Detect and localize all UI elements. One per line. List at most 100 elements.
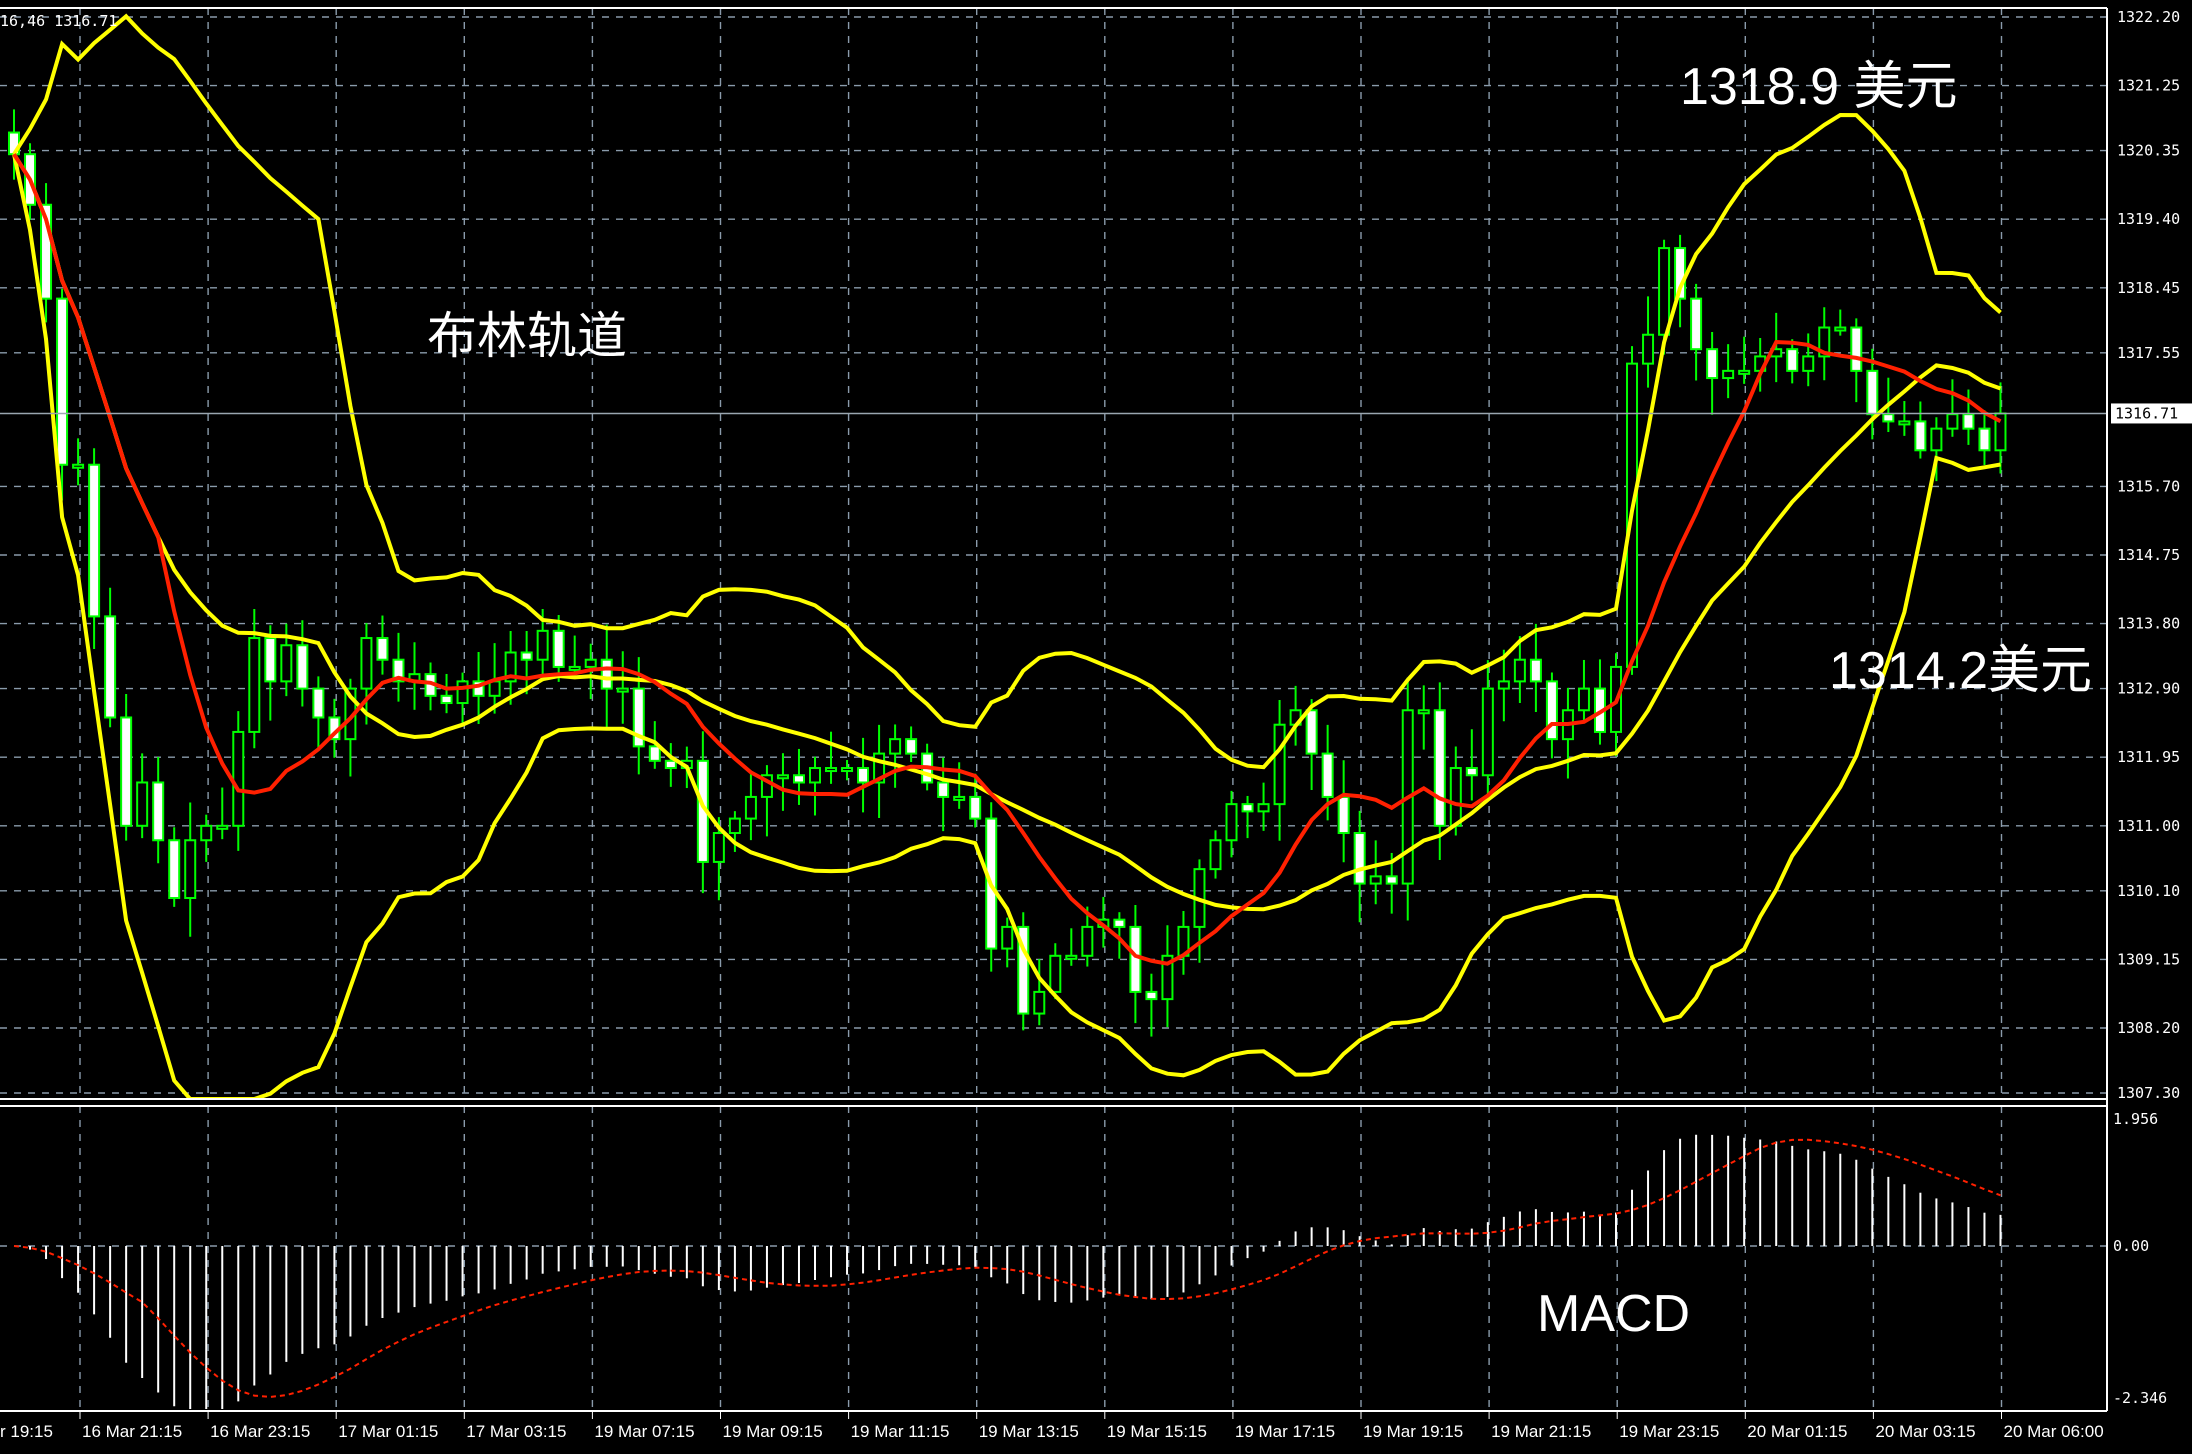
bear-candle — [1545, 672, 1558, 759]
macd-tick-label: 1.956 — [2113, 1110, 2158, 1128]
bear-candle — [664, 743, 677, 787]
candle-body — [841, 767, 854, 773]
candle-body — [728, 817, 741, 835]
candle-body — [120, 716, 133, 827]
price-tick-label: 1310.10 — [2117, 882, 2180, 900]
time-tick-label: 19 Mar 13:15 — [979, 1422, 1079, 1441]
bull-candle — [1802, 333, 1815, 387]
bull-candle — [1225, 790, 1238, 858]
candle-body — [1113, 918, 1126, 928]
time-tick-label: 19 Mar 19:15 — [1363, 1422, 1463, 1441]
candle-body — [1866, 369, 1879, 416]
candle-body — [1033, 990, 1046, 1015]
candle-body — [969, 795, 982, 820]
price-tick-label: 1317.55 — [2117, 344, 2180, 362]
bull-candle — [776, 753, 789, 811]
time-tick-label: 19 Mar 15:15 — [1107, 1422, 1207, 1441]
candle-body — [1513, 658, 1526, 683]
bull-candle — [889, 724, 902, 788]
time-tick-label: 17 Mar 01:15 — [338, 1422, 438, 1441]
bear-candle — [1978, 410, 1991, 466]
candle-body — [1481, 687, 1494, 777]
bull-candle — [568, 635, 581, 679]
time-tick-label: r 19:15 — [0, 1422, 53, 1441]
candle-body — [1497, 680, 1510, 690]
candle-body — [552, 629, 565, 668]
candle-body — [152, 781, 165, 842]
bull-candle — [1049, 943, 1062, 1000]
candle-body — [1850, 326, 1863, 372]
price-tick-label: 1315.70 — [2117, 477, 2180, 495]
bull-candle — [1738, 336, 1751, 384]
bull-candle — [1273, 699, 1286, 841]
price-tick-label: 1308.20 — [2117, 1019, 2180, 1037]
time-tick-label: 16 Mar 21:15 — [82, 1422, 182, 1441]
bull-candle — [760, 765, 773, 837]
candle-body — [40, 203, 53, 300]
bear-candle — [440, 673, 453, 714]
candle-body — [296, 644, 309, 690]
candle-body — [1225, 803, 1238, 842]
candle-body — [1353, 832, 1366, 885]
time-tick-label: 17 Mar 03:15 — [466, 1422, 566, 1441]
candle-body — [488, 680, 501, 697]
bear-candle — [1850, 318, 1863, 403]
bear-candle — [88, 448, 101, 649]
time-tick-label: 19 Mar 21:15 — [1491, 1422, 1591, 1441]
candle-body — [568, 665, 581, 671]
upper-price-annotation: 1318.9 美元 — [1680, 58, 1958, 116]
candle-body — [809, 767, 821, 784]
price-tick-label: 1312.90 — [2117, 680, 2180, 698]
price-tick-label: 1311.95 — [2117, 748, 2180, 766]
candle-body — [312, 687, 325, 719]
bull-candle — [1289, 685, 1302, 746]
macd-tick-label: -2.346 — [2113, 1389, 2167, 1407]
bull-candle — [1818, 307, 1831, 381]
candle-body — [136, 781, 149, 827]
candle-body — [632, 687, 645, 748]
price-tick-label: 1311.00 — [2117, 817, 2180, 835]
price-tick-label: 1319.40 — [2117, 210, 2180, 228]
candle-body — [1690, 297, 1703, 351]
bull-candle — [1513, 636, 1526, 704]
candle-body — [1001, 925, 1014, 950]
lower-price-annotation: 1314.2美元 — [1828, 642, 2092, 700]
bull-candle — [200, 814, 213, 862]
candle-body — [216, 824, 229, 830]
candle-body — [712, 832, 725, 863]
bull-candle — [1417, 685, 1430, 750]
candle-body — [520, 651, 533, 661]
bear-candle — [1305, 699, 1318, 791]
bear-candle — [1465, 729, 1478, 801]
bull-candle — [1369, 840, 1382, 905]
candle-body — [760, 774, 773, 798]
bull-candle — [825, 731, 838, 784]
candle-body — [1962, 413, 1975, 430]
candle-body — [1257, 803, 1270, 813]
bear-candle — [905, 726, 918, 763]
bear-candle — [792, 748, 805, 805]
bull-candle — [873, 724, 886, 818]
time-tick-label: 20 Mar 03:15 — [1875, 1422, 1975, 1441]
bear-candle — [296, 620, 309, 707]
candle-body — [376, 637, 389, 661]
candle-body — [1369, 875, 1382, 885]
macd-panel — [13, 1134, 2002, 1409]
bull-candle — [1001, 917, 1014, 968]
bear-candle — [1241, 795, 1254, 839]
bull-candle — [1065, 928, 1078, 966]
time-tick-label: 16 Mar 23:15 — [210, 1422, 310, 1441]
bollinger-upper-line — [12, 13, 2002, 770]
time-tick-label: 19 Mar 09:15 — [723, 1422, 823, 1441]
bear-candle — [1145, 973, 1158, 1037]
bear-candle — [1113, 912, 1126, 959]
candle-body — [1914, 420, 1927, 452]
bull-candle — [1209, 830, 1222, 879]
bull-candle — [1930, 417, 1943, 482]
price-tick-label: 1320.35 — [2117, 142, 2180, 160]
bear-candle — [104, 587, 117, 728]
candle-body — [1978, 427, 1991, 452]
bear-candle — [120, 694, 133, 841]
candle-body — [873, 752, 886, 784]
